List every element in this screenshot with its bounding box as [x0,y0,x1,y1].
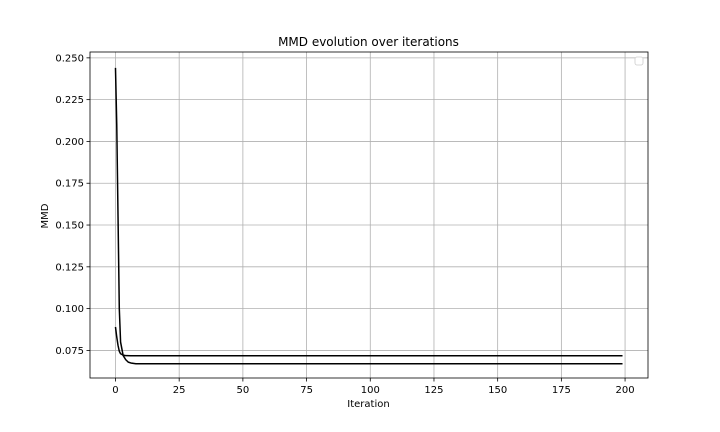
series-line-2 [114,326,623,357]
y-tick-label: 0.175 [55,179,84,190]
y-tick-label: 0.125 [55,262,84,273]
x-tick-label: 50 [237,385,250,396]
x-tick-label: 200 [616,385,635,396]
y-axis-ticks: 0.075 0.100 0.125 0.150 0.175 0.200 0.225 0.250 [55,53,90,357]
y-tick-label: 0.100 [55,304,84,315]
chart-title: MMD evolution over iterations [278,35,459,49]
y-axis-label: MMD [40,203,51,228]
y-tick-label: 0.075 [55,346,84,357]
x-tick-label: 25 [173,385,186,396]
x-tick-label: 75 [300,385,313,396]
x-tick-label: 100 [361,385,380,396]
x-tick-label: 125 [424,385,443,396]
y-tick-label: 0.225 [55,95,84,106]
grid [90,52,648,378]
series-lines [114,67,623,365]
x-axis-label: Iteration [347,399,389,410]
y-tick-label: 0.200 [55,137,84,148]
x-axis-ticks: 0 25 50 75 100 125 150 175 200 [112,378,635,396]
series-line-1 [114,67,623,365]
y-tick-label: 0.250 [55,53,84,64]
axes-frame [89,51,649,379]
x-tick-label: 0 [112,385,118,396]
legend-box [634,56,644,66]
x-tick-label: 150 [488,385,507,396]
y-tick-label: 0.150 [55,221,84,232]
x-tick-label: 175 [552,385,571,396]
